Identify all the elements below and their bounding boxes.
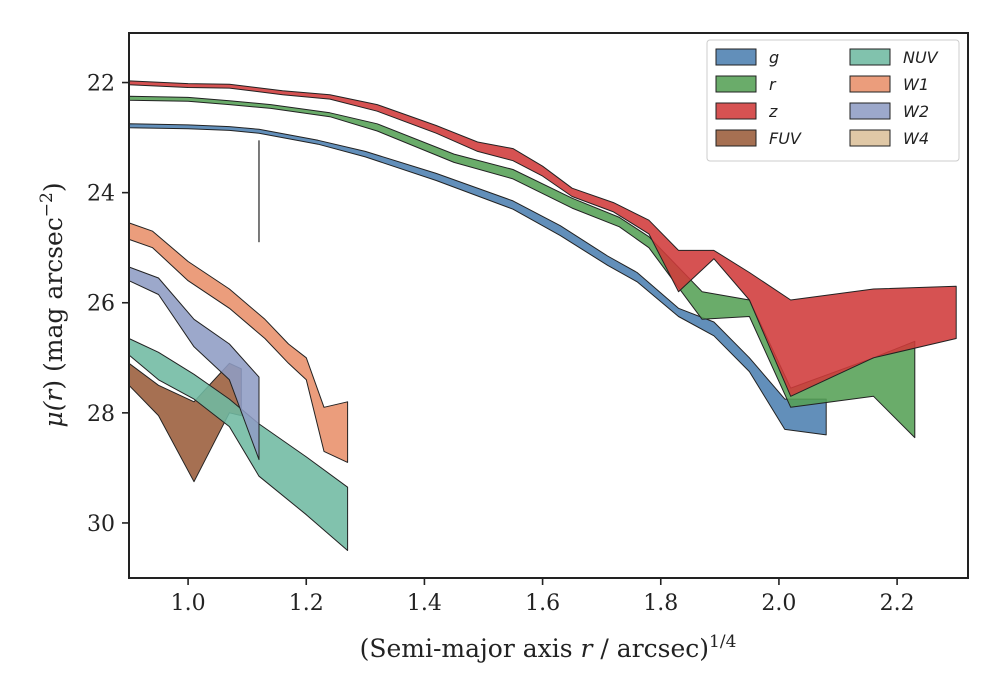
series-bands <box>128 80 957 551</box>
x-tick-label: 1.2 <box>289 591 324 616</box>
band-w1 <box>128 222 349 463</box>
y-tick-label: 28 <box>87 402 115 427</box>
legend-label-g: g <box>769 48 779 67</box>
y-tick-label: 24 <box>87 182 115 207</box>
y-tick-label: 22 <box>87 72 115 97</box>
legend-box <box>706 39 960 162</box>
band-nuv <box>128 338 349 551</box>
plot-frame <box>128 32 969 579</box>
x-tick-label: 2.2 <box>880 591 915 616</box>
y-axis-label: μ(r) (mag arcsec−2) <box>37 182 68 427</box>
band-r <box>128 95 916 439</box>
legend-swatch-g <box>715 48 757 66</box>
band-z <box>128 80 957 397</box>
legend-label-w4: W4 <box>903 129 929 148</box>
legend-label-fuv: FUV <box>769 129 802 148</box>
legend-swatch-nuv <box>849 48 891 66</box>
y-axis: 22 24 26 28 30 <box>87 72 129 537</box>
legend: grz FUV NUV W1 W2 W4 <box>706 39 960 162</box>
legend-label-w2: W2 <box>903 102 929 121</box>
y-tick-label: 30 <box>87 512 115 537</box>
x-tick-label: 1.4 <box>407 591 442 616</box>
legend-swatch-w1 <box>849 75 891 93</box>
x-axis: 1.0 1.2 1.4 1.6 1.8 2.0 2.2 <box>171 578 915 616</box>
legend-swatch-r <box>715 75 757 93</box>
band-g <box>128 123 827 436</box>
legend-label-r: r <box>769 75 777 94</box>
legend-swatch-w2 <box>849 102 891 120</box>
legend-swatch-fuv <box>715 129 757 147</box>
legend-label-w1: W1 <box>903 75 929 94</box>
x-tick-label: 1.8 <box>643 591 678 616</box>
x-tick-label: 1.0 <box>171 591 206 616</box>
x-tick-label: 2.0 <box>761 591 796 616</box>
y-tick-label: 26 <box>87 292 115 317</box>
x-axis-label: (Semi-major axis r / arcsec)1/4 <box>360 632 737 663</box>
legend-label-nuv: NUV <box>903 48 939 67</box>
band-w2 <box>128 266 260 461</box>
legend-swatch-z <box>715 102 757 120</box>
legend-swatch-w4 <box>849 129 891 147</box>
x-tick-label: 1.6 <box>525 591 560 616</box>
legend-label-z: z <box>768 102 778 121</box>
